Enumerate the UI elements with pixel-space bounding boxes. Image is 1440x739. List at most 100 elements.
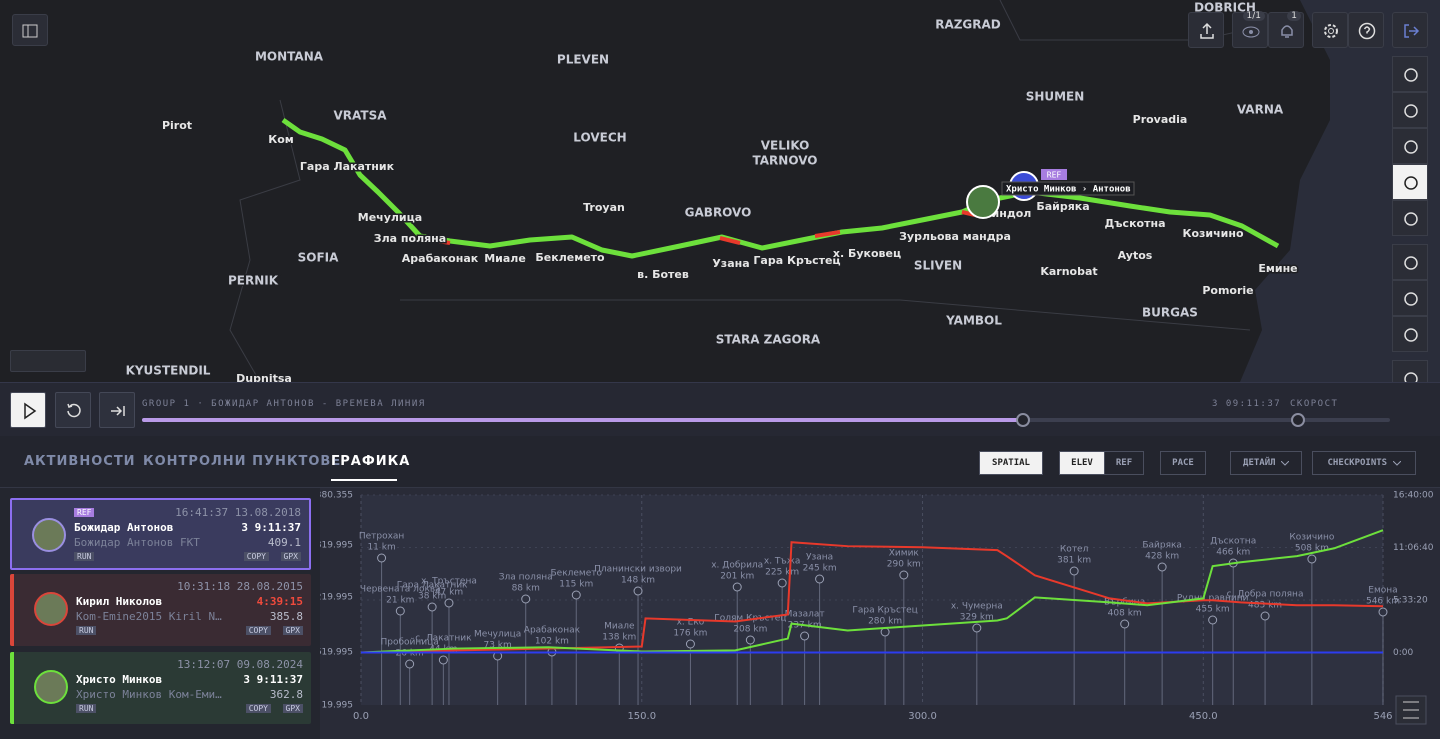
ui-element bbox=[1280, 460, 1289, 466]
tool-icon bbox=[1404, 140, 1418, 154]
ui-element bbox=[1392, 460, 1401, 466]
map-label: Зла поляна bbox=[374, 232, 446, 245]
checkpoint-name: Върбица bbox=[1104, 598, 1145, 608]
map-canvas: MONTANA Pirot VRATSA PLEVEN LOVECH VELIKOTARN… bbox=[124, 0, 1440, 382]
checkpoints-dropdown[interactable]: CHECKPOINTS bbox=[1312, 451, 1416, 475]
route-segment bbox=[419, 236, 451, 245]
ref-badge: REF bbox=[1047, 171, 1062, 180]
pace-button[interactable]: PACE bbox=[1160, 451, 1206, 475]
map-label: Зурльова мандра bbox=[899, 230, 1011, 243]
alerts-button[interactable]: 1 bbox=[1268, 11, 1304, 48]
checkpoint-distance: 73 km bbox=[483, 641, 511, 651]
settings-button[interactable] bbox=[1312, 12, 1348, 48]
copy-button[interactable]: COPY bbox=[245, 626, 271, 635]
tab[interactable]: АКТИВНОСТИ bbox=[24, 454, 136, 469]
map-tool-button[interactable] bbox=[1392, 92, 1428, 128]
gpx-button[interactable]: GPX bbox=[282, 626, 303, 635]
checkpoint-name: с. Добра поляна bbox=[1227, 590, 1304, 600]
checkpoint-marker bbox=[1208, 615, 1218, 625]
scale-box bbox=[10, 350, 86, 372]
copy-button[interactable]: COPY bbox=[243, 552, 269, 561]
checkpoint-distance: 466 km bbox=[1216, 548, 1250, 558]
tool-glyph bbox=[1404, 104, 1418, 118]
checkpoint-name: Мечулица bbox=[474, 630, 521, 640]
ref-button[interactable]: REF bbox=[1104, 451, 1144, 475]
checkpoint-distance: 428 km bbox=[1145, 552, 1179, 562]
map-tool-button[interactable] bbox=[1392, 128, 1428, 164]
checkpoint-marker bbox=[1260, 611, 1270, 621]
skip-end-button[interactable] bbox=[99, 392, 135, 428]
restart-button[interactable] bbox=[55, 392, 91, 428]
athlete-card[interactable]: 10:31:18 28.08.2015 Кирил Николов 4:39:15 K… bbox=[10, 574, 311, 646]
map-tool-button[interactable] bbox=[1392, 200, 1428, 236]
left-axis-label: 380.355 bbox=[320, 491, 353, 501]
route-tooltip: Христо Минков › Антонов bbox=[1006, 185, 1131, 195]
map-tool-button[interactable] bbox=[1392, 316, 1428, 352]
checkpoint-distance: 176 km bbox=[673, 629, 707, 639]
upload-button[interactable] bbox=[1188, 12, 1224, 48]
map-tool-button[interactable] bbox=[1392, 56, 1428, 92]
active-tab-underline bbox=[331, 479, 397, 481]
route-segment bbox=[814, 230, 841, 238]
map-label: STARA ZAGORA bbox=[716, 333, 821, 347]
checkpoint-name: Гара Лакатник bbox=[397, 581, 468, 591]
detail-dropdown[interactable]: ДЕТАЙЛ bbox=[1230, 451, 1302, 475]
spatial-button[interactable]: SPATIAL bbox=[979, 451, 1043, 475]
gpx-button[interactable]: GPX bbox=[280, 552, 301, 561]
copy-button[interactable]: COPY bbox=[245, 704, 271, 713]
ui-element bbox=[1249, 30, 1253, 34]
tool-icon bbox=[1404, 328, 1418, 342]
athlete-marker bbox=[966, 185, 1000, 219]
map-tool-button[interactable] bbox=[1392, 244, 1428, 280]
map-label: YAMBOL bbox=[945, 314, 1002, 328]
help-button[interactable] bbox=[1348, 12, 1384, 48]
y-tick-label: 5:33:20 bbox=[1393, 596, 1428, 606]
timeline-knob[interactable] bbox=[1016, 413, 1030, 427]
map-tool-button[interactable] bbox=[1392, 164, 1428, 200]
map-label: Dupnitsa bbox=[236, 372, 292, 382]
checkpoint-name: Узана bbox=[806, 553, 833, 563]
activity-name: Kom-Emine2015 Kiril N… bbox=[76, 610, 222, 623]
tab[interactable]: КОНТРОЛНИ ПУНКТОВЕ bbox=[143, 454, 342, 469]
tab[interactable]: ГРАФИКА bbox=[331, 454, 411, 469]
checkpoint-marker bbox=[571, 590, 581, 600]
tool-glyph bbox=[1404, 212, 1418, 226]
play-button[interactable] bbox=[10, 392, 46, 428]
speed-knob[interactable] bbox=[1291, 413, 1305, 427]
checkpoint-marker bbox=[800, 631, 810, 641]
ui-element bbox=[67, 403, 81, 418]
finish-time: 3 9:11:37 bbox=[243, 673, 303, 686]
checkpoint-distance: 225 km bbox=[765, 568, 799, 578]
finish-time: 3 9:11:37 bbox=[241, 521, 301, 534]
route bbox=[281, 117, 1280, 259]
checkpoint-distance: 208 km bbox=[733, 625, 767, 635]
x-tick-label: 300.0 bbox=[908, 711, 937, 722]
checkpoint-distance: 138 km bbox=[602, 633, 636, 643]
map-label: Гара Лакатник bbox=[300, 160, 395, 173]
checkpoint-name: х. Тръстена bbox=[421, 577, 477, 587]
checkpoint-marker bbox=[685, 639, 695, 649]
map-label: Гара Кръстец bbox=[753, 254, 840, 267]
views-button[interactable]: 1/1 bbox=[1232, 11, 1268, 48]
checkpoint-name: Козичино bbox=[1289, 533, 1335, 543]
checkpoint-marker bbox=[732, 582, 742, 592]
map-label: Karnobat bbox=[1040, 265, 1097, 278]
map-tool-button[interactable] bbox=[1392, 280, 1428, 316]
map-label: Козичино bbox=[1182, 227, 1244, 240]
athlete-card[interactable]: 13:12:07 09.08.2024 Христо Минков 3 9:11:3… bbox=[10, 652, 311, 724]
tool-glyph bbox=[1404, 292, 1418, 306]
logout-button[interactable] bbox=[1392, 12, 1428, 48]
checkpoint-marker bbox=[444, 598, 454, 608]
sport-chip: RUN bbox=[74, 552, 95, 561]
timeline-bar: GROUP 1 · БОЖИДАР АНТОНОВ - ВРЕМЕВА ЛИНИ… bbox=[0, 382, 1440, 436]
sport-chip: RUN bbox=[76, 704, 97, 713]
checkpoint-marker bbox=[880, 627, 890, 637]
ui-element bbox=[1281, 25, 1293, 38]
sidebar-toggle[interactable] bbox=[12, 14, 48, 46]
gpx-button[interactable]: GPX bbox=[282, 704, 303, 713]
activity-name: Христо Минков Ком-Еми… bbox=[76, 688, 222, 701]
athlete-card[interactable]: REF 16:41:37 13.08.2018 Божидар Антонов 3 9… bbox=[10, 498, 311, 570]
route-segment bbox=[719, 236, 741, 245]
elev-button[interactable]: ELEV bbox=[1059, 451, 1105, 475]
